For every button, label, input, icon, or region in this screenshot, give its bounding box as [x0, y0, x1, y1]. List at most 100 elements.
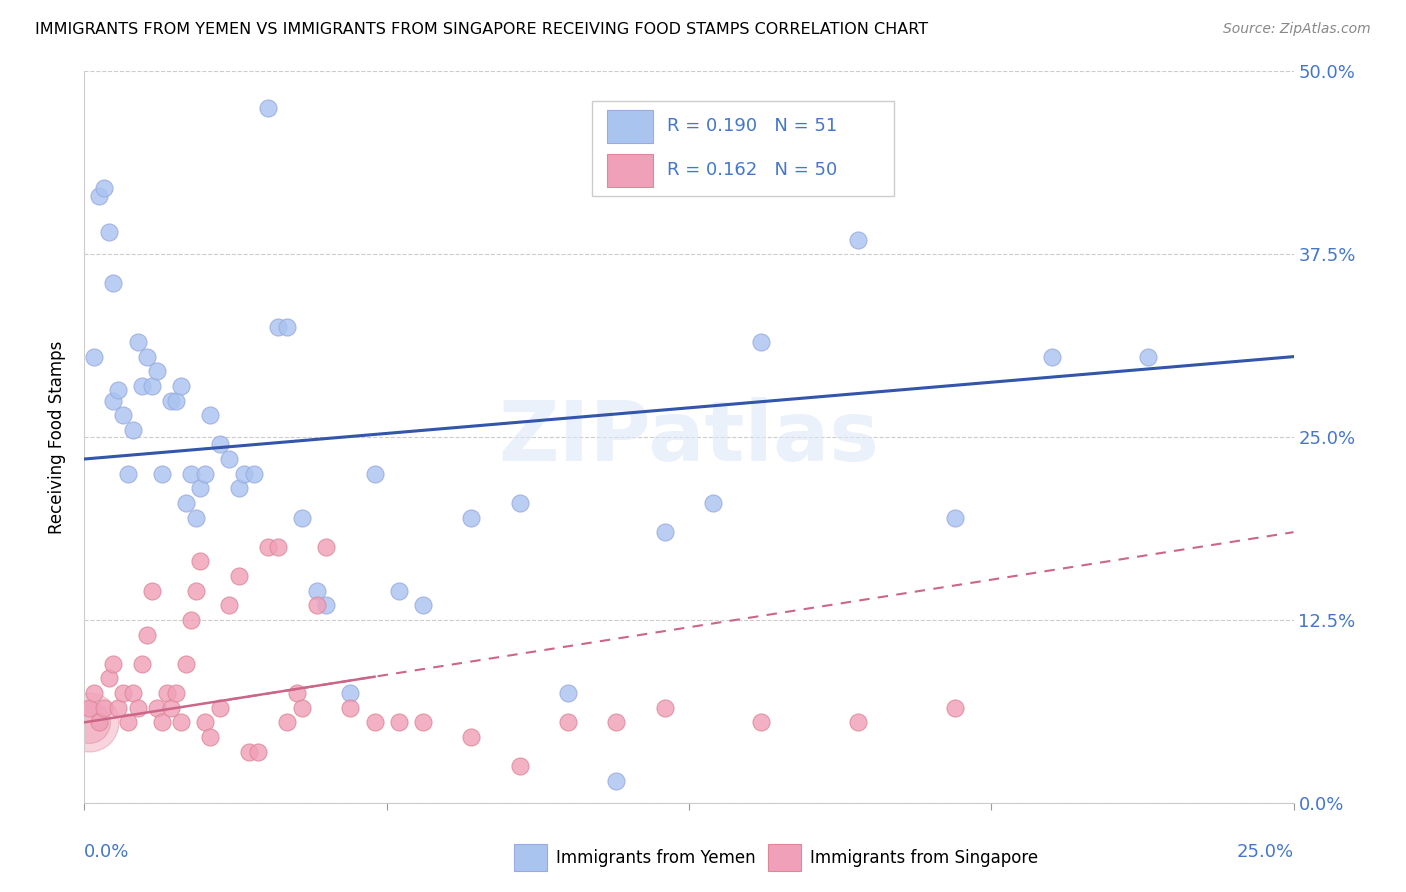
Point [180, 467, 202, 481]
Text: 0.0%: 0.0% [84, 843, 129, 861]
Point [285, 686, 308, 700]
Point [943, 510, 966, 524]
Point [247, 745, 270, 759]
Point [155, 686, 177, 700]
Point [83, 686, 105, 700]
Point [180, 613, 202, 627]
Point [97, 225, 120, 239]
Point [93, 700, 115, 714]
Text: R = 0.190   N = 51: R = 0.190 N = 51 [668, 117, 838, 136]
Point [112, 408, 135, 422]
Point [141, 379, 163, 393]
Point [509, 759, 531, 773]
Point [460, 510, 482, 524]
Point [160, 700, 183, 714]
Text: Immigrants from Yemen: Immigrants from Yemen [555, 848, 755, 867]
Point [208, 437, 231, 451]
Point [233, 467, 256, 481]
Point [87, 715, 110, 730]
Point [208, 700, 231, 714]
Point [305, 583, 328, 598]
Point [605, 715, 627, 730]
Point [654, 700, 676, 714]
Point [242, 467, 264, 481]
Point [107, 384, 129, 398]
Point [412, 599, 434, 613]
Point [257, 540, 280, 554]
Text: Immigrants from Singapore: Immigrants from Singapore [810, 848, 1038, 867]
Point [702, 496, 724, 510]
Point [846, 233, 869, 247]
Point [87, 188, 110, 202]
Point [194, 715, 217, 730]
Bar [768, 845, 801, 871]
Point [107, 700, 129, 714]
Point [751, 334, 773, 349]
Point [165, 686, 187, 700]
Point [943, 700, 966, 714]
Point [141, 583, 163, 598]
Point [339, 700, 361, 714]
Point [315, 540, 337, 554]
Point [160, 393, 183, 408]
Point [363, 715, 385, 730]
Point [103, 393, 125, 408]
Point [267, 540, 290, 554]
Point [174, 657, 197, 671]
Text: 25.0%: 25.0% [1236, 843, 1294, 861]
Text: R = 0.162   N = 50: R = 0.162 N = 50 [668, 161, 838, 179]
Point [117, 467, 139, 481]
Point [121, 423, 143, 437]
Point [460, 730, 482, 744]
Point [127, 700, 149, 714]
Bar [607, 153, 652, 186]
Text: IMMIGRANTS FROM YEMEN VS IMMIGRANTS FROM SINGAPORE RECEIVING FOOD STAMPS CORRELA: IMMIGRANTS FROM YEMEN VS IMMIGRANTS FROM… [35, 22, 928, 37]
Point [150, 467, 173, 481]
Point [184, 510, 207, 524]
Point [194, 467, 217, 481]
Point [117, 715, 139, 730]
Point [1040, 350, 1063, 364]
Point [103, 277, 125, 291]
Point [654, 525, 676, 540]
Text: ZIPatlas: ZIPatlas [499, 397, 879, 477]
Point [276, 320, 298, 334]
Point [315, 599, 337, 613]
Point [77, 715, 100, 730]
Point [93, 181, 115, 195]
Point [339, 686, 361, 700]
Point [165, 393, 187, 408]
Point [77, 700, 100, 714]
Point [131, 657, 153, 671]
Point [388, 583, 411, 598]
Point [146, 364, 169, 378]
Point [605, 773, 627, 788]
Point [276, 715, 298, 730]
Point [257, 101, 280, 115]
Point [190, 481, 212, 495]
Point [131, 379, 153, 393]
Point [121, 686, 143, 700]
Bar [513, 845, 547, 871]
Point [388, 715, 411, 730]
Point [846, 715, 869, 730]
Point [83, 350, 105, 364]
Point [77, 715, 100, 730]
Point [150, 715, 173, 730]
Point [228, 481, 250, 495]
Point [238, 745, 260, 759]
Point [218, 452, 240, 467]
Point [136, 350, 159, 364]
Point [291, 700, 314, 714]
Point [127, 334, 149, 349]
Text: Source: ZipAtlas.com: Source: ZipAtlas.com [1223, 22, 1371, 37]
Point [412, 715, 434, 730]
Point [184, 583, 207, 598]
Point [97, 672, 120, 686]
Point [509, 496, 531, 510]
Y-axis label: Receiving Food Stamps: Receiving Food Stamps [48, 341, 66, 533]
Point [557, 715, 579, 730]
Point [291, 510, 314, 524]
Point [751, 715, 773, 730]
Point [305, 599, 328, 613]
